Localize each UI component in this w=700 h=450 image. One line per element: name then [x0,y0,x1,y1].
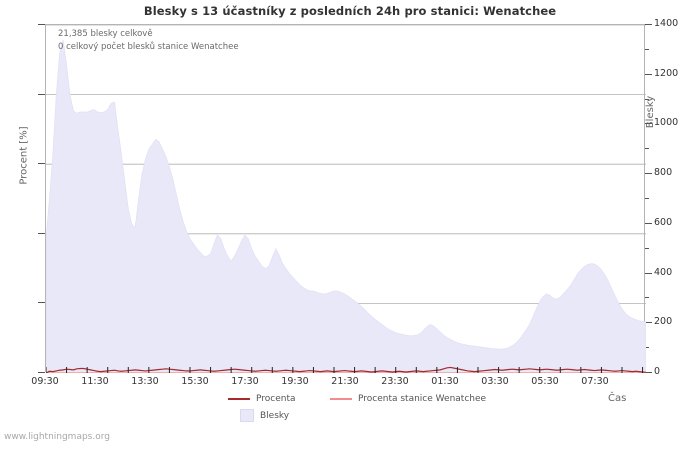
y-axis-left-tickmark [38,372,45,373]
y-axis-left-tickmark [38,232,45,234]
footer-credit: www.lightningmaps.org [4,432,110,442]
legend-label-station-procenta: Procenta stanice Wenatchee [358,394,487,404]
x-axis-tick-label: 05:30 [531,376,559,387]
y-axis-right-tickmark [645,73,652,75]
y-axis-right-minor-tickmark [645,247,649,249]
plot-area [45,24,646,373]
y-axis-left-label: Procent [%] [18,126,30,185]
area-series-blesky [46,39,646,373]
legend-item-procenta[interactable]: Procenta [228,394,296,404]
y-axis-right-tick-label: 600 [654,216,673,228]
y-axis-right-tick-label: 1200 [654,67,679,79]
x-axis-tick-label: 19:30 [281,376,309,387]
legend-item-blesky[interactable]: Blesky [240,409,289,422]
x-axis-tick-label: 17:30 [231,376,259,387]
y-axis-right-minor-tickmark [645,148,649,150]
legend-label-blesky: Blesky [260,410,290,421]
x-axis-tick-label: 13:30 [131,376,159,387]
y-axis-left-tickmark [38,302,45,304]
y-axis-right-tickmark [645,322,652,324]
y-axis-right-tickmark [645,272,652,274]
x-axis-tick-label: 01:30 [431,376,459,387]
page-title: Blesky s 13 účastníky z posledních 24h p… [143,4,557,18]
y-axis-right-tickmark [645,372,652,373]
legend-swatch-area-blesky [240,409,254,422]
y-axis-right-minor-tickmark [645,297,649,299]
legend-label-procenta: Procenta [256,394,296,404]
x-axis-tick-label: 23:30 [381,376,409,387]
legend-swatch-line-station [330,398,352,400]
y-axis-right-tick-label: 1000 [654,117,679,129]
annotation-total-strokes: 21,385 blesky celkově [58,29,153,39]
legend-swatch-line-procenta [228,398,250,400]
y-axis-right-tickmark [645,173,652,175]
legend-item-station-procenta[interactable]: Procenta stanice Wenatchee [330,394,486,404]
line-series-percent [46,366,646,373]
y-axis-right-tick-label: 0 [654,366,661,377]
y-axis-right-minor-tickmark [645,347,649,349]
y-axis-right-tickmark [645,24,652,25]
y-axis-right-minor-tickmark [645,48,649,50]
x-axis-tick-label: 03:30 [481,376,509,387]
x-axis-tick-label: 11:30 [81,376,109,387]
x-axis-tick-label: 07:30 [581,376,609,387]
y-axis-right-tick-label: 400 [654,266,673,278]
y-axis-right-minor-tickmark [645,198,649,199]
y-axis-right-tickmark [645,222,652,224]
y-axis-right-minor-tickmark [645,98,649,100]
x-axis-label: Čas [608,393,627,404]
annotation-station-strokes: 0 celkový počet blesků stanice Wenatchee [58,42,239,52]
y-axis-left-tickmark [38,163,45,165]
y-axis-right-tick-label: 800 [654,167,673,179]
y-axis-left-tickmark [38,93,45,95]
plot-canvas [46,25,646,373]
y-axis-left-tickmark [38,24,45,25]
x-axis-tick-label: 21:30 [331,376,359,387]
y-axis-right-tick-label: 200 [654,316,673,328]
x-axis-tick-label: 09:30 [31,376,59,387]
x-axis-tick-label: 15:30 [181,376,209,387]
x-tickmarks-inner [46,367,644,373]
y-axis-right-tick-label: 1400 [654,18,679,29]
y-axis-right-tickmark [645,123,652,125]
